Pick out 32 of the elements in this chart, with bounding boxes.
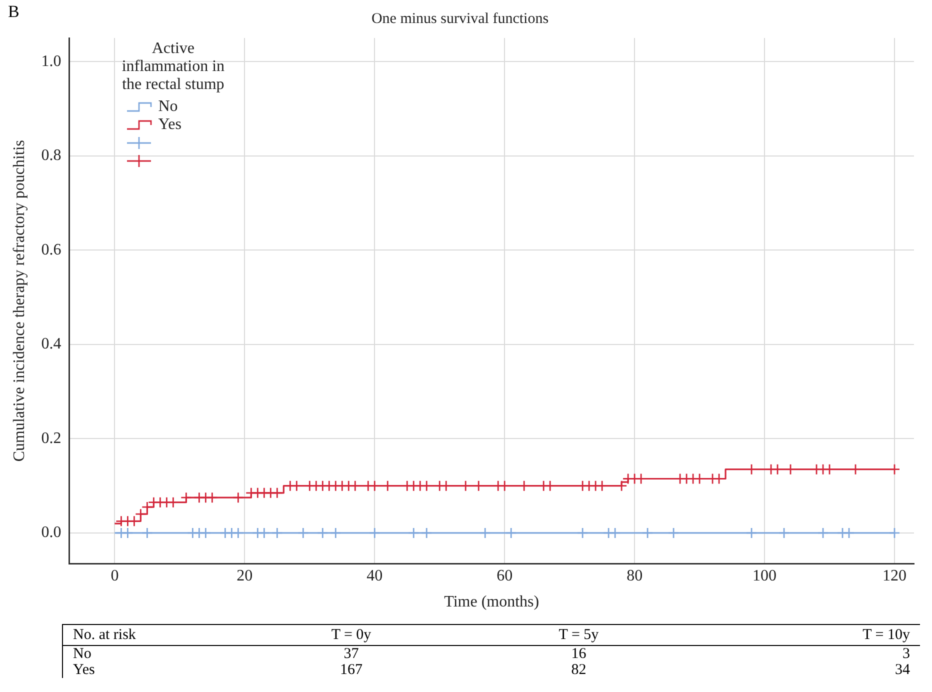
text: T = 10y (692, 624, 920, 646)
text: 16 (570, 646, 588, 662)
legend-label: No (158, 98, 178, 116)
x-tick-label: 0 (110, 567, 119, 584)
y-tick-label: 1.0 (41, 52, 62, 70)
y-tick-label: 0.4 (41, 336, 62, 353)
text: 37 (342, 646, 360, 662)
x-axis-title: Time (months) (444, 594, 540, 611)
y-axis-title: Cumulative incidence therapy refractory pouchitis (10, 140, 28, 462)
y-tick-label: 0.2 (41, 430, 62, 447)
text: B (8, 2, 20, 22)
legend-title: Active inflammation in the rectal stump (120, 40, 226, 94)
text: No. at risk (62, 624, 238, 646)
x-tick-label: 60 (496, 567, 513, 584)
text: 3 (902, 646, 911, 662)
x-tick-label: 120 (882, 567, 907, 584)
legend-label: Yes (158, 116, 182, 134)
text: T = 5y (464, 624, 692, 646)
x-tick-label: 80 (626, 567, 643, 584)
text: 34 (894, 662, 911, 678)
text: 167 (338, 662, 364, 678)
x-tick-label: 20 (236, 567, 253, 584)
text: Yes (72, 662, 96, 678)
y-tick-label: 0.8 (41, 147, 62, 164)
text: T = 0y (238, 624, 465, 646)
text: 82 (570, 662, 588, 678)
x-tick-label: 40 (366, 567, 383, 584)
text: No (72, 646, 92, 662)
x-tick-label: 100 (752, 567, 777, 584)
y-tick-label: 0.0 (41, 524, 62, 542)
chart-title: One minus survival functions (371, 10, 549, 27)
y-tick-label: 0.6 (41, 241, 62, 258)
